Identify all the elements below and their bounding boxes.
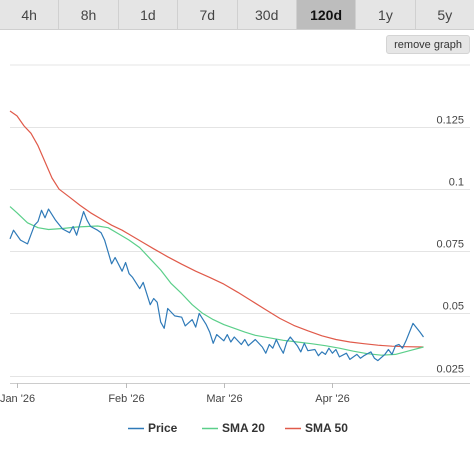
chart-series [9, 110, 424, 362]
series-line-sma-20 [9, 206, 424, 356]
series-line-sma-50 [9, 110, 424, 348]
tab-4h[interactable]: 4h [0, 0, 60, 29]
y-axis: 0.025 0.05 0.075 0.1 0.125 [436, 115, 464, 376]
series-line-price [9, 208, 424, 362]
remove-graph-label: remove graph [394, 38, 462, 51]
timeframe-tabs: 4h 8h 1d 7d 30d 120d 1y 5y [0, 0, 474, 30]
tab-label: 1y [378, 6, 393, 23]
tab-120d[interactable]: 120d [296, 0, 357, 29]
y-tick-label: 0.1 [449, 177, 464, 189]
tab-label: 5y [437, 6, 453, 23]
y-tick-label: 0.125 [436, 115, 464, 127]
remove-graph-button[interactable]: remove graph [386, 35, 470, 54]
y-tick-label: 0.05 [443, 301, 464, 313]
legend-label-price: Price [148, 421, 178, 435]
x-tick-label: Mar '26 [206, 393, 242, 405]
tab-label: 30d [255, 6, 279, 23]
tab-8h[interactable]: 8h [59, 0, 119, 29]
chart-legend: Price SMA 20 SMA 50 [128, 421, 348, 435]
tab-label: 7d [199, 6, 216, 23]
x-axis: Jan '26 Feb '26 Mar '26 Apr '26 [0, 383, 470, 405]
tab-label: 8h [80, 6, 97, 23]
tab-label: 120d [310, 6, 343, 23]
legend-label-sma-20: SMA 20 [222, 421, 265, 435]
x-tick-label: Jan '26 [0, 393, 35, 405]
tab-5y[interactable]: 5y [416, 0, 474, 29]
x-tick-label: Apr '26 [315, 393, 350, 405]
legend-label-sma-50: SMA 50 [305, 421, 348, 435]
tab-7d[interactable]: 7d [178, 0, 238, 29]
x-tick-label: Feb '26 [108, 393, 144, 405]
tab-1d[interactable]: 1d [119, 0, 179, 29]
tab-1y[interactable]: 1y [356, 0, 416, 29]
tab-label: 1d [140, 6, 156, 23]
tab-label: 4h [21, 6, 37, 23]
y-tick-label: 0.025 [436, 364, 464, 376]
tab-30d[interactable]: 30d [238, 0, 297, 29]
y-tick-label: 0.075 [436, 239, 464, 251]
chart-grid [10, 64, 470, 377]
